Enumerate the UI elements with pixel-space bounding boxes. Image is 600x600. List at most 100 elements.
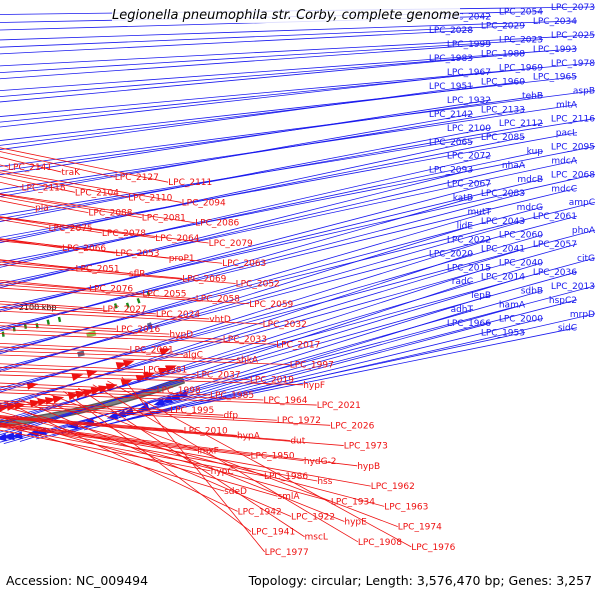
plus-strand-gene-label: LPC_1978	[551, 59, 595, 69]
position-tick-label: 2100 kbp	[19, 303, 57, 312]
plus-strand-gene-label: LPC_1983	[429, 54, 473, 64]
plus-strand-gene-label: LPC_1951	[429, 82, 473, 92]
minus-label-line	[0, 322, 117, 330]
plus-label-line	[0, 118, 596, 216]
plus-strand-gene-label: LPC_2000	[499, 314, 543, 324]
plus-strand-gene-label: lepB	[471, 291, 491, 301]
plus-label-line	[0, 25, 526, 48]
plus-label-line	[0, 122, 544, 220]
plus-strand-gene-label: LPC_1988	[481, 49, 525, 59]
plus-label-line	[0, 248, 526, 407]
plus-label-line	[0, 164, 526, 287]
minus-strand-gene-label: LPC_2017	[276, 340, 320, 350]
plus-strand-gene-label: LPC_2065	[429, 138, 473, 148]
plus-strand-gene-label: LPC_2034	[533, 17, 577, 27]
minus-strand-gene-label: LPC_1934	[331, 497, 375, 507]
plus-strand-gene-label: LPC_1960	[481, 77, 525, 87]
minus-strand-gene-arrow	[52, 395, 65, 404]
plus-strand-gene-label: LPC_2142	[429, 110, 473, 120]
minus-label-line	[0, 424, 251, 457]
minus-label-line	[0, 370, 250, 381]
minus-label-line	[0, 238, 169, 259]
plus-label-line	[0, 201, 596, 351]
minus-label-line	[0, 329, 223, 340]
green-track-mark	[57, 316, 62, 323]
plus-strand-gene-label: LPC_1965	[533, 73, 577, 83]
minus-strand-gene-label: LPC_1986	[264, 472, 308, 482]
minus-label-line	[0, 284, 196, 300]
minus-label-line	[0, 363, 144, 370]
plus-label-line	[0, 108, 526, 194]
minus-strand-gene-label: LPC_2055	[142, 290, 186, 300]
minus-strand-gene-label: shkA	[236, 355, 259, 365]
minus-label-line	[0, 354, 290, 365]
minus-strand-gene-arrow	[86, 369, 98, 378]
plus-strand-gene-label: LPC_2054	[499, 8, 543, 18]
minus-strand-gene-label: LPC_1908	[358, 538, 402, 548]
plus-strand-gene-label: LPC_2036	[533, 268, 577, 278]
plus-label-line	[0, 173, 596, 308]
minus-label-line	[0, 416, 278, 497]
minus-strand-gene-label: LPC_2026	[330, 421, 374, 431]
minus-strand-gene-label: LPC_1962	[371, 482, 415, 492]
plus-strand-gene-label: phoA	[572, 226, 596, 236]
minus-strand-gene-label: LPC_2063	[222, 259, 266, 269]
minus-strand-gene-label: LPC_2058	[196, 295, 240, 305]
plus-strand-gene-label: LPC_2068	[551, 170, 595, 180]
plus-strand-gene-label: LPC_2116	[551, 115, 595, 125]
plus-strand-gene-label: LPC_2028	[429, 26, 473, 36]
minus-strand-gene-label: LPC_1973	[344, 442, 388, 452]
minus-strand-gene-label: LPC_2053	[115, 249, 159, 259]
minus-strand-gene-label: LPC_2024	[156, 310, 200, 320]
minus-strand-gene-label: LPC_2021	[317, 401, 361, 411]
plus-strand-gene-arrow	[114, 409, 127, 418]
minus-label-line	[0, 366, 197, 376]
plus-label-line	[0, 71, 492, 128]
plus-label-line	[0, 252, 474, 409]
genome-title: Legionella pneumophila str. Corby, compl…	[112, 8, 460, 23]
minus-strand-gene-label: LPC_2088	[88, 209, 132, 219]
minus-label-line	[0, 325, 170, 335]
plus-strand-gene-label: LPC_2014	[481, 273, 525, 283]
minus-strand-gene-label: vhtD	[209, 315, 231, 325]
minus-label-line	[0, 147, 169, 183]
plus-label-line	[0, 132, 578, 238]
minus-label-line	[0, 156, 62, 173]
plus-label-line	[0, 20, 578, 41]
plus-strand-gene-label: ampC	[569, 198, 595, 208]
minus-label-line	[0, 193, 196, 224]
plus-strand-gene-label: mdcB	[517, 175, 543, 185]
plus-strand-gene-label: LPC_2023	[499, 36, 543, 46]
plus-strand-gene-label: radC	[452, 277, 473, 287]
plus-label-line	[0, 67, 544, 123]
minus-strand-gene-label: LPC_1941	[251, 528, 295, 538]
plus-label-line	[0, 57, 474, 103]
plus-strand-gene-label: LPC_2083	[481, 189, 525, 199]
minus-strand-gene-label: LPC_1974	[398, 523, 442, 533]
green-track-mark	[113, 303, 118, 309]
plus-label-line	[0, 141, 474, 244]
plus-strand-gene-label: mdcC	[551, 184, 577, 194]
plus-strand-gene-label: LPC_2093	[429, 166, 473, 176]
plus-strand-gene-label: mutT	[468, 208, 492, 218]
plus-label-line	[0, 113, 474, 197]
plus-strand-gene-label: LPC_2020	[429, 249, 473, 259]
minus-label-line	[0, 181, 22, 188]
plus-strand-gene-label: LPC_2041	[481, 245, 525, 255]
plus-label-line	[3, 290, 544, 445]
plus-label-line	[0, 197, 474, 332]
plus-strand-gene-label: LPC_2057	[533, 240, 577, 250]
green-track-mark	[136, 298, 141, 304]
plus-strand-gene-label: hamA	[499, 300, 526, 310]
minus-label-line	[0, 422, 318, 482]
plus-label-line	[115, 322, 492, 423]
minus-strand-gene-label: LPC_1942	[238, 507, 282, 517]
plus-strand-gene-label: LPC_1966	[447, 319, 491, 329]
minus-strand-gene-label: LPC_1963	[384, 502, 428, 512]
minus-label-line	[0, 405, 385, 507]
minus-label-line	[0, 287, 250, 305]
plus-strand-gene-label: mrpD	[570, 310, 595, 320]
minus-strand-gene-label: LPC_1922	[291, 512, 335, 522]
minus-strand-gene-arrow	[115, 362, 128, 370]
minus-strand-gene-arrow	[105, 383, 118, 392]
